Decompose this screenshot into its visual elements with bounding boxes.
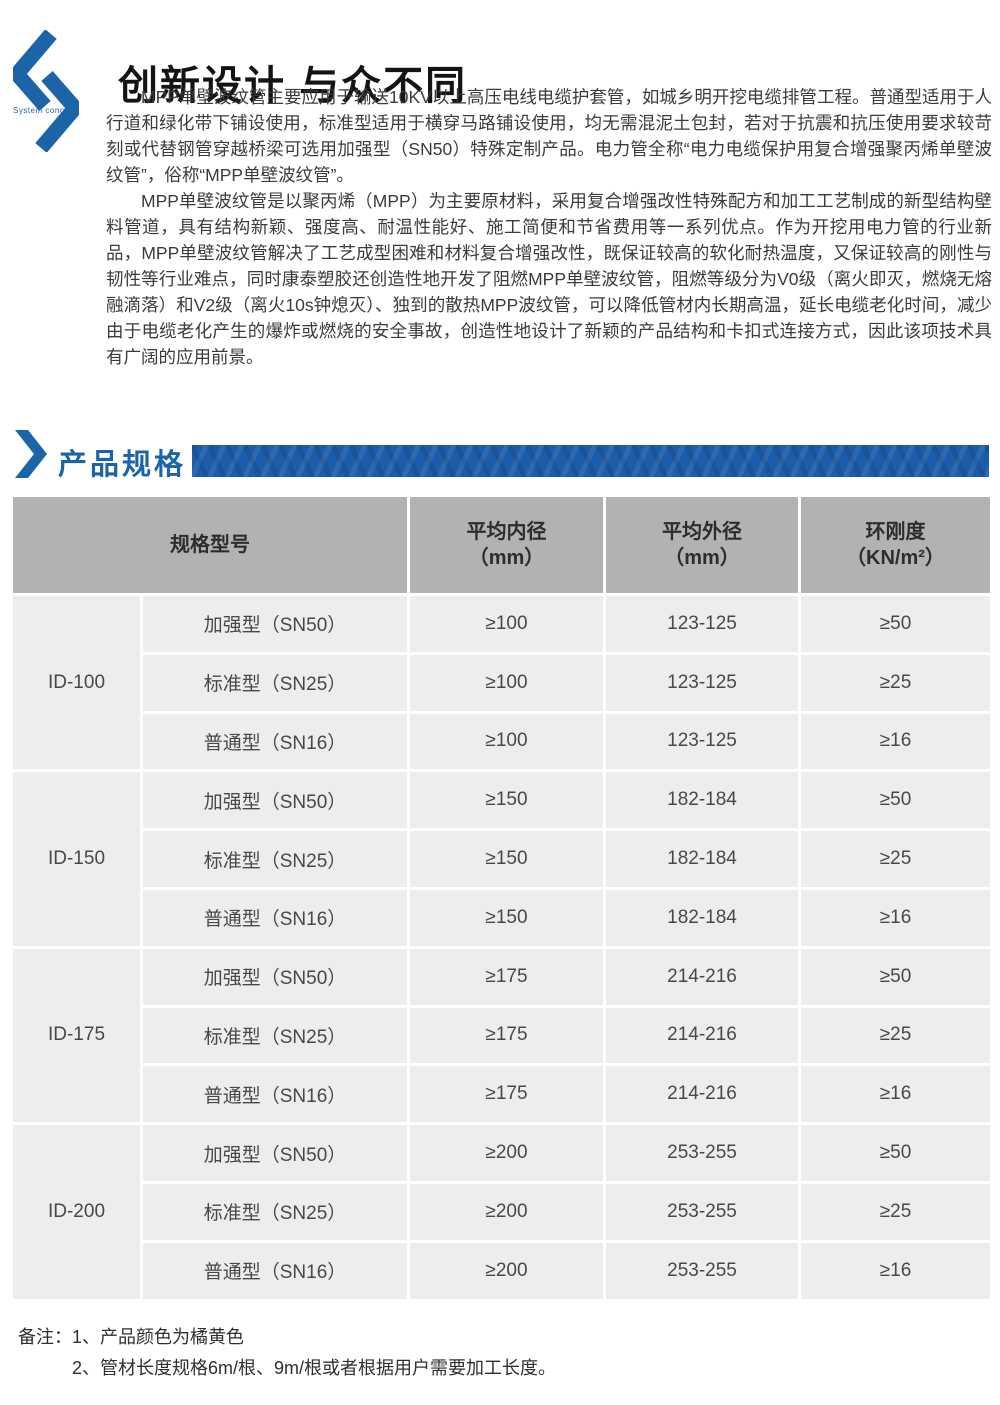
cell-ring-stiffness: ≥25 [801,1007,990,1064]
remarks-label: 备注： [18,1327,72,1347]
cell-ring-stiffness: ≥25 [801,1183,990,1240]
cell-outer-diameter: 253-255 [606,1183,798,1240]
col-header-title: 规格型号 [170,534,250,556]
cell-outer-diameter: 123-125 [606,596,798,652]
intro-paragraph-1: MPP单壁波纹管主要应用于输送10KV以上高压电线电缆护套管，如城乡明开挖电缆排… [106,87,992,185]
cell-inner-diameter: ≥100 [410,596,603,652]
cell-ring-stiffness: ≥16 [801,713,990,770]
cell-inner-diameter: ≥150 [410,772,603,829]
cell-outer-diameter: 182-184 [606,831,798,887]
cell-inner-diameter: ≥200 [410,1183,603,1240]
col-header-title: 平均外径 [662,521,742,543]
remark-item-1: 1、产品颜色为橘黄色 [72,1327,245,1347]
cell-outer-diameter: 253-255 [606,1125,798,1181]
cell-inner-diameter: ≥150 [410,889,603,946]
section-title: 产品规格 [58,449,187,481]
col-header-outer-diameter: 平均外径 （mm） [606,497,798,593]
cell-type: 标准型（SN25） [143,1007,407,1064]
remark-item-2: 2、管材长度规格6m/根、9m/根或者根据用户需要加工长度。 [72,1358,557,1378]
cell-outer-diameter: 214-216 [606,1066,798,1123]
cell-ring-stiffness: ≥25 [801,831,990,887]
group-id-cell: ID-100 [13,596,140,770]
cell-ring-stiffness: ≥50 [801,948,990,1005]
cell-type: 标准型（SN25） [143,654,407,711]
cell-type: 标准型（SN25） [143,831,407,887]
cell-inner-diameter: ≥175 [410,1066,603,1123]
cell-type: 加强型（SN50） [143,1125,407,1181]
cell-ring-stiffness: ≥16 [801,889,990,946]
group-id-cell: ID-200 [13,1125,140,1299]
cell-outer-diameter: 253-255 [606,1242,798,1299]
section-decorative-bar [192,445,989,477]
section-chevron-icon [15,430,47,478]
col-header-title: 环刚度 [865,521,926,543]
spec-table: 规格型号 平均内径 （mm） 平均外径 （mm） 环刚度 （KN/m²） ID-… [13,497,990,1299]
cell-type: 加强型（SN50） [143,948,407,1005]
col-header-unit: （mm） [468,547,545,569]
cell-type: 普通型（SN16） [143,889,407,946]
group-id-cell: ID-150 [13,772,140,946]
page-title: 创新设计 与众不同 [118,63,468,108]
cell-inner-diameter: ≥100 [410,713,603,770]
cell-outer-diameter: 123-125 [606,654,798,711]
cell-ring-stiffness: ≥50 [801,1125,990,1181]
intro-paragraph-2: MPP单壁波纹管是以聚丙烯（MPP）为主要原材料，采用复合增强改性特殊配方和加工… [106,191,992,367]
col-header-unit: （mm） [664,547,740,569]
cell-ring-stiffness: ≥50 [801,772,990,829]
cell-ring-stiffness: ≥25 [801,654,990,711]
cell-outer-diameter: 123-125 [606,713,798,770]
col-header-title: 平均内径 [466,521,547,543]
cell-inner-diameter: ≥200 [410,1125,603,1181]
cell-inner-diameter: ≥175 [410,1007,603,1064]
cell-outer-diameter: 182-184 [606,889,798,946]
col-header-unit: （KN/m²） [846,547,945,569]
cell-inner-diameter: ≥100 [410,654,603,711]
cell-outer-diameter: 214-216 [606,948,798,1005]
logo-caption: System concept [13,106,77,115]
col-header-ring-stiffness: 环刚度 （KN/m²） [801,497,990,593]
cell-ring-stiffness: ≥16 [801,1066,990,1123]
cell-type: 普通型（SN16） [143,1066,407,1123]
cell-type: 加强型（SN50） [143,596,407,652]
cell-type: 普通型（SN16） [143,713,407,770]
col-header-model: 规格型号 [13,497,407,593]
cell-ring-stiffness: ≥16 [801,1242,990,1299]
cell-type: 加强型（SN50） [143,772,407,829]
cell-type: 标准型（SN25） [143,1183,407,1240]
cell-outer-diameter: 214-216 [606,1007,798,1064]
group-id-cell: ID-175 [13,948,140,1123]
remarks: 备注： 1、产品颜色为橘黄色 2、管材长度规格6m/根、9m/根或者根据用户需要… [18,1322,556,1384]
cell-inner-diameter: ≥175 [410,948,603,1005]
cell-inner-diameter: ≥200 [410,1242,603,1299]
cell-type: 普通型（SN16） [143,1242,407,1299]
cell-ring-stiffness: ≥50 [801,596,990,652]
cell-inner-diameter: ≥150 [410,831,603,887]
col-header-inner-diameter: 平均内径 （mm） [410,497,603,593]
intro-text: MPP单壁波纹管主要应用于输送10KV以上高压电线电缆护套管，如城乡明开挖电缆排… [106,84,992,370]
company-logo-icon [13,30,79,152]
cell-outer-diameter: 182-184 [606,772,798,829]
